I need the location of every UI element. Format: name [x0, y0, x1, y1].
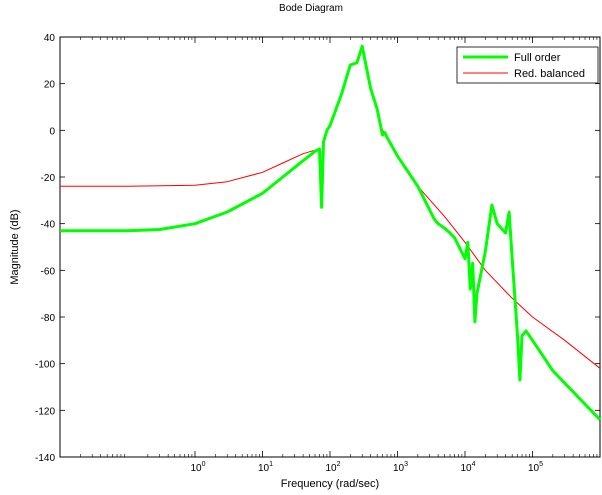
y-tick-label: 20	[44, 80, 56, 91]
chart-title: Bode Diagram	[279, 3, 343, 14]
series-layer	[60, 44, 602, 421]
y-tick-label: -60	[41, 266, 56, 277]
y-tick-label: -120	[35, 406, 55, 417]
x-axis-ticks: 100 101 102 103 104 105	[80, 37, 598, 474]
y-tick-label: -100	[35, 360, 55, 371]
y-axis-label: Magnitude (dB)	[9, 209, 21, 284]
x-tick-label: 102	[325, 461, 340, 474]
x-tick-label: 105	[528, 461, 543, 474]
plot-area	[59, 36, 601, 458]
x-tick-label: 100	[190, 461, 205, 474]
legend: Full order Red. balanced	[456, 46, 599, 84]
legend-box	[456, 46, 599, 84]
x-tick-label: 103	[393, 461, 408, 474]
y-axis-ticks: 40 20 0 -20 -40 -60 -80 -100 -120 -140	[35, 33, 600, 464]
x-axis-label: Frequency (rad/sec)	[281, 478, 379, 490]
legend-label-red-balanced: Red. balanced	[514, 68, 585, 80]
y-tick-label: 0	[49, 126, 55, 137]
series-line-full-order	[60, 44, 602, 421]
y-tick-label: 40	[44, 33, 56, 44]
y-tick-label: -20	[41, 173, 56, 184]
y-tick-label: -40	[41, 220, 56, 231]
x-tick-label: 101	[258, 461, 273, 474]
x-tick-label: 104	[460, 461, 475, 474]
legend-label-full-order: Full order	[514, 52, 561, 64]
y-tick-label: -140	[35, 453, 55, 464]
y-tick-label: -80	[41, 313, 56, 324]
